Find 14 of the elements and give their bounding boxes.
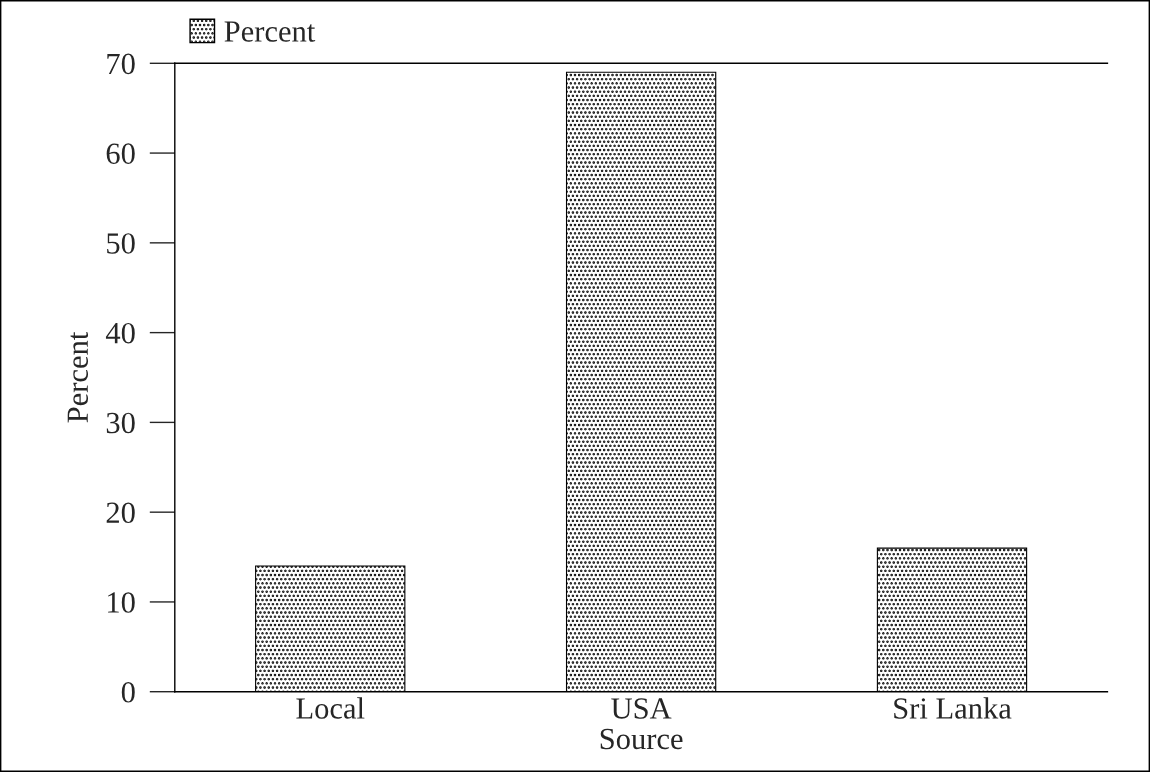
y-tick-label: 30 bbox=[106, 412, 135, 434]
x-axis-title: Source bbox=[600, 728, 683, 750]
x-tick-label: USA bbox=[611, 698, 672, 719]
y-tick-label: 20 bbox=[106, 502, 135, 524]
y-tick-label: 10 bbox=[108, 592, 135, 613]
y-tick-label: 70 bbox=[107, 53, 135, 75]
legend-label: Percent bbox=[224, 21, 316, 42]
x-tick-label: Sri Lanka bbox=[894, 697, 1012, 719]
y-tick-label: 50 bbox=[107, 233, 135, 254]
y-axis-title: Percent bbox=[67, 331, 89, 423]
y-tick-label: 40 bbox=[105, 322, 135, 344]
y-tick-label: 0 bbox=[121, 681, 135, 703]
x-tick-label: Local bbox=[296, 697, 365, 719]
y-tick-label: 60 bbox=[106, 143, 135, 164]
